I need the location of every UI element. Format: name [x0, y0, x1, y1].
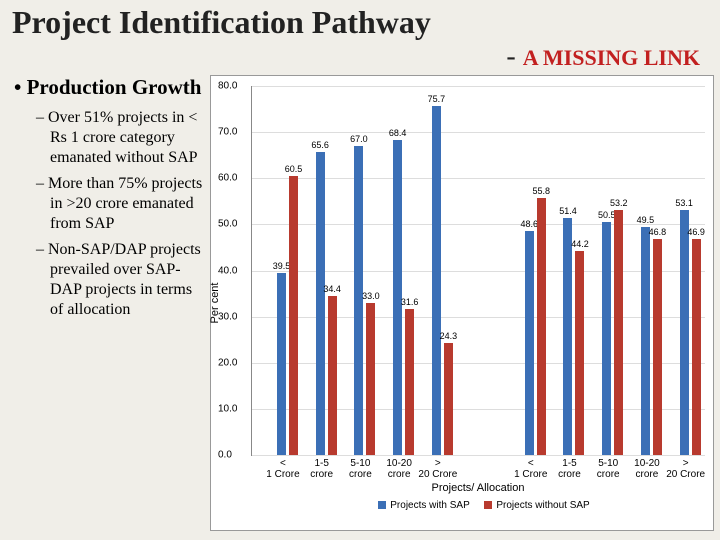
bar: 46.9: [692, 239, 701, 455]
x-tick-label: 1-5crore: [310, 458, 333, 480]
left-panel: Production Growth Over 51% projects in <…: [0, 75, 210, 537]
subtitle-dash: -: [506, 41, 522, 72]
chart-panel: Per cent 0.010.020.030.040.050.060.070.0…: [210, 75, 714, 531]
legend-swatch: [378, 501, 386, 509]
legend-swatch: [484, 501, 492, 509]
subtitle: - A MISSING LINK: [0, 41, 720, 75]
legend-label: Projects with SAP: [390, 500, 469, 511]
legend-label: Projects without SAP: [496, 500, 589, 511]
bar: 75.7: [432, 106, 441, 455]
x-tick-label: 1-5crore: [558, 458, 581, 480]
bar: 65.6: [316, 152, 325, 455]
bar: 50.5: [602, 222, 611, 455]
page-title: Project Identification Pathway: [0, 0, 720, 41]
plot-area: 0.010.020.030.040.050.060.070.080.039.56…: [251, 86, 705, 456]
bar: 24.3: [444, 343, 453, 455]
bar: 48.6: [525, 231, 534, 455]
bar: 51.4: [563, 218, 572, 455]
legend: Projects with SAP Projects without SAP: [251, 500, 705, 511]
bar: 49.5: [641, 227, 650, 455]
x-tick-label: 10-20crore: [386, 458, 412, 480]
x-tick-label: 5-10crore: [349, 458, 372, 480]
bar: 39.5: [277, 273, 286, 455]
bar: 31.6: [405, 309, 414, 455]
bar: 33.0: [366, 303, 375, 455]
list-item: More than 75% projects in >20 crore eman…: [36, 174, 204, 234]
bar: 55.8: [537, 198, 546, 455]
x-tick-label: 10-20crore: [634, 458, 660, 480]
main-area: Production Growth Over 51% projects in <…: [0, 75, 720, 537]
list-item: Over 51% projects in < Rs 1 crore catego…: [36, 108, 204, 168]
bar: 44.2: [575, 251, 584, 455]
x-tick-label: <1 Crore: [266, 458, 299, 480]
bar: 53.1: [680, 210, 689, 455]
bar: 46.8: [653, 239, 662, 455]
subtitle-text: A MISSING LINK: [523, 45, 700, 70]
bar: 53.2: [614, 210, 623, 455]
bar: 60.5: [289, 176, 298, 455]
x-tick-label: 5-10crore: [597, 458, 620, 480]
left-heading: Production Growth: [14, 75, 204, 100]
list-item: Non-SAP/DAP projects prevailed over SAP-…: [36, 240, 204, 320]
x-axis-label: Projects/ Allocation: [251, 482, 705, 494]
bullet-list: Over 51% projects in < Rs 1 crore catego…: [14, 108, 204, 320]
x-tick-label: >20 Crore: [666, 458, 705, 480]
x-tick-label: >20 Crore: [418, 458, 457, 480]
x-tick-label: <1 Crore: [514, 458, 547, 480]
bar: 34.4: [328, 296, 337, 455]
